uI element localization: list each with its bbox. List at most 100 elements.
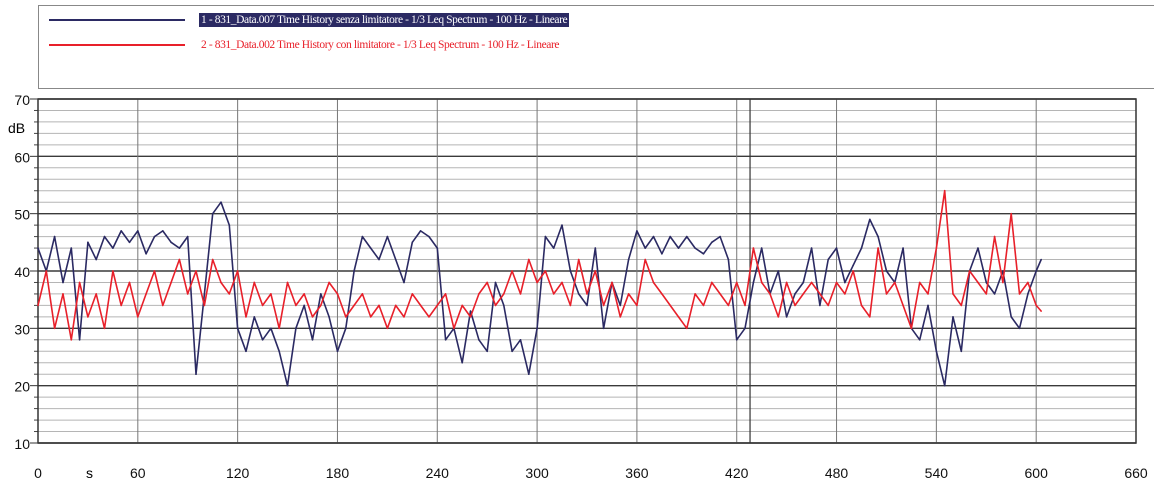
series-2-point bbox=[569, 304, 572, 307]
series-1-point bbox=[153, 235, 156, 238]
series-1-point bbox=[852, 264, 854, 267]
series-1-point bbox=[469, 310, 472, 312]
series-2-point bbox=[336, 293, 339, 295]
x-axis-label: s bbox=[86, 465, 93, 481]
series-1-point bbox=[952, 316, 954, 318]
series-1-point bbox=[344, 327, 347, 330]
series-1-point bbox=[137, 230, 139, 232]
series-2-point bbox=[178, 258, 181, 261]
series-2-point bbox=[78, 281, 81, 284]
series-1-point bbox=[53, 235, 56, 238]
series-2-point bbox=[519, 293, 522, 295]
series-1-point bbox=[794, 293, 796, 295]
x-tick-label: 360 bbox=[625, 465, 649, 481]
series-2-point bbox=[103, 327, 106, 330]
series-1-point bbox=[527, 373, 530, 376]
series-1-point bbox=[236, 327, 239, 330]
series-1-point bbox=[677, 247, 680, 249]
series-1-point bbox=[369, 247, 372, 249]
series-1-point bbox=[378, 258, 380, 261]
series-1-point bbox=[78, 339, 81, 341]
series-2-point bbox=[552, 293, 555, 295]
legend-label-1: 1 - 831_Data.007 Time History senza limi… bbox=[199, 13, 570, 27]
x-tick-label: 120 bbox=[226, 465, 250, 481]
series-1-point bbox=[985, 281, 988, 284]
series-2-point bbox=[1035, 304, 1037, 307]
series-2-point bbox=[827, 304, 830, 307]
series-1-point bbox=[652, 235, 655, 238]
series-2-point bbox=[1002, 281, 1004, 284]
series-2-point bbox=[885, 293, 888, 295]
series-1-point bbox=[37, 247, 39, 249]
series-1-point bbox=[386, 235, 389, 238]
series-2-point bbox=[760, 281, 763, 284]
series-2-point bbox=[394, 304, 397, 307]
series-2-point bbox=[128, 281, 131, 284]
series-layer bbox=[37, 189, 1042, 387]
series-1-point bbox=[270, 327, 272, 330]
series-1-point bbox=[594, 247, 597, 249]
series-1-point bbox=[943, 384, 946, 387]
series-2-point bbox=[62, 293, 64, 295]
series-1-point bbox=[220, 201, 222, 203]
series-1-point bbox=[486, 350, 488, 353]
legend-swatch-2 bbox=[49, 44, 185, 46]
series-2-point bbox=[419, 304, 422, 307]
series-2-point bbox=[353, 304, 355, 307]
series-1-point bbox=[710, 241, 713, 244]
series-1-point bbox=[311, 339, 314, 341]
series-2-point bbox=[53, 327, 56, 330]
series-2-point bbox=[236, 270, 239, 272]
series-2-point bbox=[87, 316, 89, 318]
series-2-point bbox=[677, 316, 680, 318]
x-tick-label: 420 bbox=[725, 465, 749, 481]
x-tick-label: 180 bbox=[326, 465, 350, 481]
series-2-point bbox=[586, 293, 588, 295]
series-2-point bbox=[918, 281, 921, 284]
series-2-point bbox=[270, 293, 272, 295]
legend: 1 - 831_Data.007 Time History senza limi… bbox=[38, 5, 1154, 89]
series-1-point bbox=[1018, 327, 1021, 330]
series-2-point bbox=[577, 258, 580, 261]
series-1-point bbox=[619, 304, 622, 307]
series-1-point bbox=[752, 281, 755, 284]
series-2-point bbox=[669, 304, 671, 307]
series-2-point bbox=[137, 316, 139, 318]
series-2-point bbox=[611, 281, 613, 284]
series-2-point bbox=[386, 327, 389, 330]
series-2-point bbox=[1027, 281, 1029, 284]
series-1-point bbox=[519, 339, 522, 341]
series-1-point bbox=[436, 247, 439, 249]
series-1-point bbox=[261, 339, 264, 341]
y-tick-label: 70 bbox=[14, 92, 30, 108]
y-tick-label: 10 bbox=[14, 436, 30, 452]
y-tick-label: 50 bbox=[14, 207, 30, 223]
series-1-point bbox=[87, 241, 89, 244]
series-1-point bbox=[569, 270, 572, 272]
series-2-point bbox=[428, 316, 430, 318]
series-2-point bbox=[486, 281, 488, 284]
series-2-point bbox=[702, 304, 705, 307]
series-2-point bbox=[45, 270, 48, 272]
series-2-point bbox=[935, 247, 938, 249]
series-1-point bbox=[536, 327, 538, 330]
series-2-point bbox=[710, 281, 713, 284]
series-1-point bbox=[636, 230, 638, 232]
series-2-point bbox=[261, 304, 264, 307]
series-1-point bbox=[328, 316, 330, 318]
series-2-point bbox=[744, 304, 746, 307]
series-2-point bbox=[985, 293, 988, 295]
y-axis-label: dB bbox=[8, 120, 25, 136]
series-2-point bbox=[777, 316, 780, 318]
series-1-point bbox=[735, 339, 738, 341]
series-2-point bbox=[203, 304, 206, 307]
series-1-point bbox=[935, 350, 938, 353]
tick-labels: 10 20 30 40 50 60 70 0 60 120 180 240 300 360 420 480 54… bbox=[14, 92, 1147, 481]
x-tick-label: 600 bbox=[1025, 465, 1049, 481]
series-1-point bbox=[827, 258, 830, 261]
series-2-point bbox=[278, 327, 281, 330]
series-2-point bbox=[228, 293, 231, 295]
series-2-point bbox=[469, 316, 472, 318]
series-1-point bbox=[145, 253, 147, 255]
y-tick-label: 60 bbox=[14, 149, 30, 165]
